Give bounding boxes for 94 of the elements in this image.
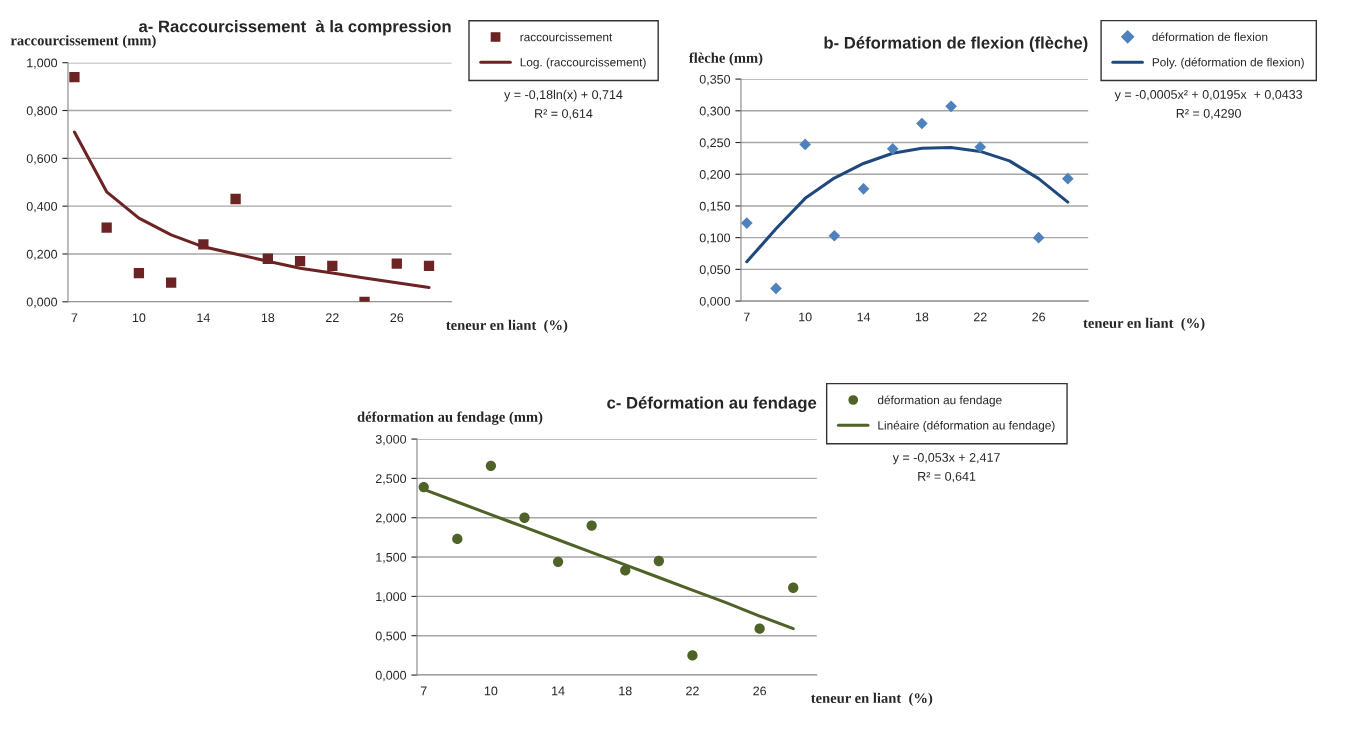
- y-tick-label: 0,200: [699, 170, 731, 181]
- point: [230, 193, 241, 205]
- y-tick-label: 1,000: [27, 58, 58, 69]
- x-tick-label: 26: [390, 313, 404, 323]
- legend-label: Log. (raccourcissement): [520, 57, 646, 69]
- x-tick-label: 22: [686, 686, 699, 696]
- x-tick-label: 18: [619, 686, 632, 696]
- x-axis-title: teneur en liant (%): [810, 692, 933, 706]
- y-tick-label: 0,200: [26, 249, 58, 261]
- y-tick-label: 1,000: [376, 592, 407, 603]
- y-tick-label: 0,400: [26, 201, 58, 213]
- text: y = -0,18ln(x) + 0,714: [504, 89, 623, 102]
- y-tick-label: 0,150: [699, 201, 731, 213]
- chart-title: a- Raccourcissement à la compression: [139, 19, 451, 36]
- x-axis-title: teneur en liant (%): [446, 319, 568, 333]
- point: [770, 282, 782, 295]
- line-series: [72, 130, 431, 289]
- point: [974, 141, 987, 153]
- x-tick-label: 7: [71, 313, 78, 322]
- point: [165, 277, 177, 288]
- y-tick-label: 0,000: [375, 670, 407, 682]
- text: R² = 0,614: [535, 109, 593, 120]
- point: [391, 258, 402, 269]
- text: y = -0,0005x² + 0,0195x + 0,0433: [1114, 90, 1303, 102]
- x-tick-label: 18: [261, 313, 275, 323]
- point: [1032, 231, 1045, 244]
- x-tick-label: 14: [857, 312, 871, 322]
- point: [423, 260, 435, 272]
- y-tick-label: 2,000: [375, 513, 407, 524]
- point: [945, 100, 957, 113]
- point: [886, 143, 899, 155]
- y-tick-label: 0,300: [699, 106, 731, 117]
- legend-label: raccourcissement: [520, 32, 613, 42]
- point: [788, 582, 799, 593]
- x-tick-label: 10: [484, 686, 498, 696]
- point: [101, 222, 112, 233]
- point: [327, 260, 338, 272]
- point: [741, 217, 753, 229]
- point: [828, 229, 841, 242]
- point: [687, 650, 698, 661]
- x-tick-label: 18: [915, 312, 929, 322]
- y-tick-label: 0,500: [375, 631, 407, 642]
- y-tick-label: 0,050: [699, 265, 731, 276]
- legend-label: déformation de flexion: [1152, 32, 1268, 42]
- y-tick-label: 2,500: [375, 474, 407, 485]
- y-axis-title: flèche (mm): [688, 52, 763, 66]
- point: [69, 71, 80, 83]
- x-tick-label: 22: [325, 313, 339, 322]
- y-axis-title: raccourcissement (mm): [10, 35, 156, 49]
- y-tick-label: 1,500: [376, 552, 407, 564]
- point: [418, 481, 429, 493]
- point: [586, 520, 597, 531]
- legend-label: Poly. (déformation de flexion): [1152, 57, 1304, 69]
- point: [754, 623, 765, 634]
- point: [485, 460, 497, 471]
- x-tick-label: 7: [420, 686, 427, 696]
- y-tick-label: 0,100: [699, 233, 731, 244]
- point: [262, 253, 273, 264]
- x-tick-label: 26: [1032, 312, 1046, 322]
- x-tick-label: 22: [973, 312, 987, 322]
- point: [799, 138, 811, 151]
- y-tick-label: 0,800: [26, 106, 58, 117]
- y-tick-label: 0,350: [699, 74, 731, 86]
- chart-title: c- Déformation au fendage: [607, 396, 817, 413]
- point: [916, 117, 928, 130]
- point: [452, 533, 463, 545]
- y-tick-label: 3,000: [375, 434, 407, 446]
- x-tick-label: 14: [552, 686, 565, 696]
- x-tick-label: 10: [799, 312, 812, 322]
- x-tick-label: 10: [132, 313, 146, 323]
- y-axis-title: déformation au fendage (mm): [357, 411, 543, 425]
- point: [857, 183, 870, 195]
- y-tick-label: 0,600: [26, 154, 58, 165]
- point: [519, 512, 530, 523]
- y-tick-label: 0,250: [699, 138, 731, 149]
- point: [1062, 172, 1074, 185]
- point: [620, 565, 631, 576]
- y-tick-label: 0,000: [699, 296, 731, 308]
- point: [552, 556, 564, 567]
- x-axis-title: teneur en liant (%): [1083, 317, 1205, 331]
- point: [133, 267, 145, 279]
- point: [294, 256, 306, 267]
- x-tick-label: 26: [753, 686, 767, 696]
- x-tick-label: 7: [743, 312, 750, 322]
- y-tick-label: 0,000: [26, 297, 58, 308]
- text: y = -0,053x + 2,417: [892, 453, 1000, 465]
- point: [198, 239, 209, 250]
- legend-label: déformation au fendage: [877, 395, 1002, 407]
- legend-label: Linéaire (déformation au fendage): [878, 420, 1055, 432]
- text: R² = 0,4290: [1176, 108, 1241, 120]
- x-tick-label: 14: [197, 313, 210, 322]
- point: [653, 555, 665, 567]
- chart-title: b- Déformation de flexion (flèche): [824, 36, 1088, 52]
- text: R² = 0,641: [918, 471, 976, 483]
